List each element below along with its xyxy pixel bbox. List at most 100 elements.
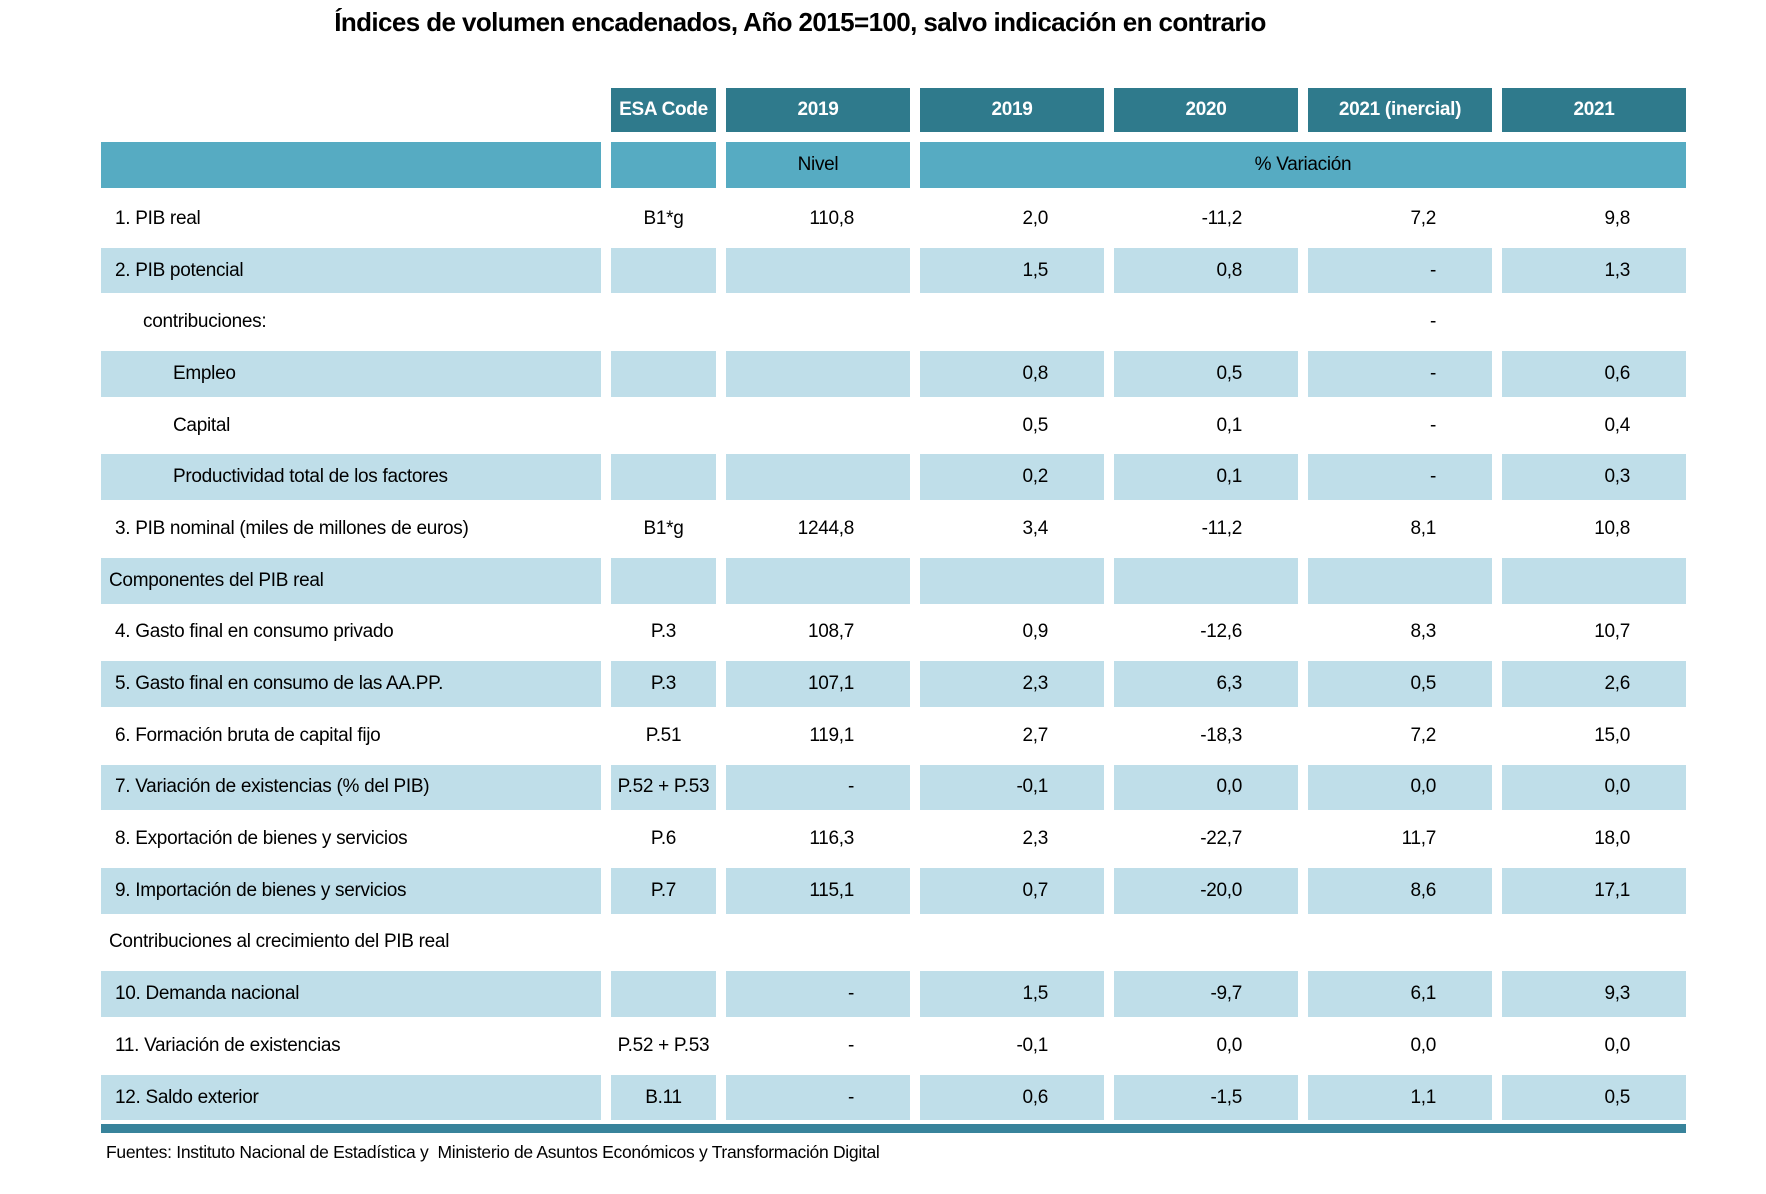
table-row: Empleo 0,8 0,5-0,6 <box>101 348 1686 400</box>
value-cell <box>726 244 910 297</box>
value-cell: 1,1 <box>1308 1071 1492 1124</box>
table-row: 1. PIB real B1*g 110,8 2,0 -11,2 7,2 9,8 <box>101 193 1686 245</box>
value-cell: 0,0 <box>1308 761 1492 814</box>
esa-code-cell: P.52 + P.53 <box>611 761 716 814</box>
esa-code-cell <box>611 451 716 504</box>
value-cell: 7,2 <box>1410 724 1436 746</box>
data-table: ESA Code 2019 2019 2020 2021 (inercial) 2021 … <box>101 88 1686 1163</box>
row-label: 10. Demanda nacional <box>101 968 601 1020</box>
table-row: 6. Formación bruta de capital fijo P.51 11… <box>101 710 1686 762</box>
column-header: ESA Code <box>611 88 716 132</box>
value-cell: 2,7 <box>1022 724 1048 746</box>
row-label: 11. Variación de existencias <box>115 1034 341 1056</box>
table-subheader-row: Nivel % Variación <box>101 142 1686 188</box>
value-cell <box>726 400 910 452</box>
value-cell: 11,7 <box>1401 828 1437 850</box>
esa-code-cell <box>611 968 716 1020</box>
header-spacer-cell <box>101 88 601 132</box>
value-cell <box>1502 554 1686 607</box>
table-row: 7. Variación de existencias (% del PIB) P… <box>101 761 1686 814</box>
table-row: 11. Variación de existencias P.52 + P.53 -… <box>101 1020 1686 1072</box>
value-cell: -1,5 <box>1114 1071 1298 1124</box>
section-row: Componentes del PIB real <box>101 554 1686 607</box>
esa-code-cell: B1*g <box>643 517 684 539</box>
value-cell: 1,5 <box>920 968 1104 1020</box>
subheader-empty-esa-cell <box>611 142 716 188</box>
value-cell <box>1114 296 1298 348</box>
value-cell: 0,3 <box>1502 451 1686 504</box>
value-cell <box>726 348 910 400</box>
value-cell: 0,8 <box>920 348 1104 400</box>
value-cell: 0,0 <box>1502 761 1686 814</box>
table-row: 2. PIB potencial 1,5 0,8-1,3 <box>101 244 1686 297</box>
value-cell: -22,7 <box>1200 828 1242 850</box>
value-cell: 0,0 <box>1216 1034 1242 1056</box>
value-cell: -11,2 <box>1201 207 1243 229</box>
value-cell: 0,1 <box>1114 451 1298 504</box>
value-cell <box>1502 917 1686 969</box>
value-cell: 0,9 <box>1022 621 1048 643</box>
row-label: 9. Importación de bienes y servicios <box>101 864 601 917</box>
table-body: 1. PIB real B1*g 110,8 2,0 -11,2 7,2 9,8 2. PIB… <box>101 193 1686 1124</box>
row-label: 5. Gasto final en consumo de las AA.PP. <box>101 658 601 710</box>
esa-code-cell <box>611 400 716 452</box>
value-cell: 0,5 <box>1308 658 1492 710</box>
subheader-empty-label-cell <box>101 142 601 188</box>
value-cell: - <box>1308 244 1492 297</box>
value-cell: 0,0 <box>1114 761 1298 814</box>
row-label: 6. Formación bruta de capital fijo <box>115 724 381 746</box>
value-cell: - <box>726 1071 910 1124</box>
value-cell: -12,6 <box>1200 621 1242 643</box>
value-cell <box>920 917 1104 969</box>
table-row: 3. PIB nominal (miles de millones de eur… <box>101 503 1686 555</box>
value-cell: 0,6 <box>1502 348 1686 400</box>
value-cell: 7,2 <box>1410 207 1436 229</box>
value-cell: - <box>726 968 910 1020</box>
column-header: 2021 <box>1502 88 1686 132</box>
value-cell: 17,1 <box>1502 864 1686 917</box>
table-row: 12. Saldo exterior B.11-0,6 -1,5 1,1 0,5 <box>101 1071 1686 1124</box>
value-cell: 9,3 <box>1502 968 1686 1020</box>
value-cell: 1244,8 <box>797 517 855 539</box>
value-cell: - <box>1429 414 1436 436</box>
value-cell: -20,0 <box>1114 864 1298 917</box>
row-label: 8. Exportación de bienes y servicios <box>115 828 408 850</box>
value-cell: -0,1 <box>920 761 1104 814</box>
value-cell: 2,0 <box>1022 207 1048 229</box>
column-header: 2019 <box>726 88 910 132</box>
value-cell <box>726 296 910 348</box>
sources-note: Fuentes: Instituto Nacional de Estadísti… <box>106 1141 880 1162</box>
value-cell: 0,5 <box>1502 1071 1686 1124</box>
row-label: Componentes del PIB real <box>101 554 601 607</box>
esa-code-cell <box>611 244 716 297</box>
row-label: Empleo <box>101 348 601 400</box>
table-row: contribuciones: - <box>101 296 1686 348</box>
value-cell: 107,1 <box>726 658 910 710</box>
value-cell: 3,4 <box>1022 517 1048 539</box>
table-row: 4. Gasto final en consumo privado P.3 108,… <box>101 607 1686 659</box>
value-cell: 2,3 <box>920 658 1104 710</box>
value-cell: 6,3 <box>1114 658 1298 710</box>
value-cell: 1,3 <box>1502 244 1686 297</box>
value-cell <box>920 296 1104 348</box>
row-label: 4. Gasto final en consumo privado <box>115 621 394 643</box>
value-cell <box>1308 554 1492 607</box>
row-label: contribuciones: <box>143 311 267 333</box>
value-cell: 9,8 <box>1604 207 1630 229</box>
esa-code-cell: P.6 <box>650 828 677 850</box>
value-cell <box>726 451 910 504</box>
value-cell <box>1308 917 1492 969</box>
value-cell: 2,3 <box>1022 828 1048 850</box>
value-cell: -9,7 <box>1114 968 1298 1020</box>
value-cell: 2,6 <box>1502 658 1686 710</box>
table-bottom-border <box>101 1123 1686 1133</box>
value-cell: 110,8 <box>809 207 854 229</box>
value-cell: 119,1 <box>809 724 854 746</box>
value-cell: 18,0 <box>1594 828 1630 850</box>
esa-code-cell <box>611 554 716 607</box>
value-cell: 108,7 <box>807 621 854 643</box>
esa-code-cell: P.7 <box>611 864 716 917</box>
section-row: Contribuciones al crecimiento del PIB re… <box>101 917 1686 969</box>
value-cell: 115,1 <box>726 864 910 917</box>
row-label: 7. Variación de existencias (% del PIB) <box>101 761 601 814</box>
